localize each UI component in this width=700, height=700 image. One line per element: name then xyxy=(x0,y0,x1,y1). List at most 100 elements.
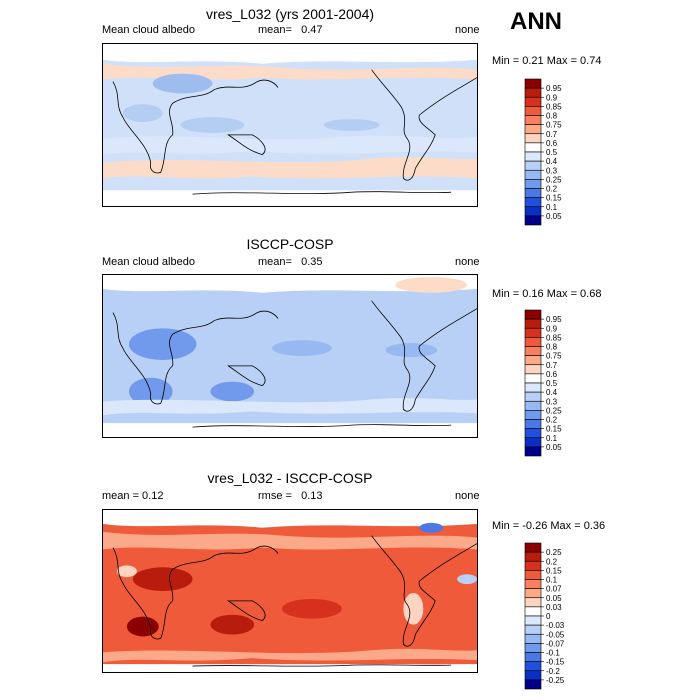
colorbar-label: 0.9 xyxy=(546,93,558,102)
colorbar-label: 0.25 xyxy=(546,548,562,557)
panel3-rmse-text: rmse = xyxy=(258,490,292,502)
panel3-map xyxy=(102,509,478,673)
colorbar-label: 0.25 xyxy=(546,406,562,415)
colorbar-label: 0.25 xyxy=(546,175,562,184)
colorbar-segment xyxy=(524,624,542,635)
colorbar-segment xyxy=(524,215,542,226)
colorbar-segment xyxy=(524,633,542,644)
colorbar-segment xyxy=(524,679,542,690)
colorbar-segment xyxy=(524,346,542,356)
panel3-colorbar-svg: 0.250.20.150.10.070.050.030-0.03-0.05-0.… xyxy=(524,542,565,690)
colorbar-segment xyxy=(524,437,542,448)
colorbar-label: 0.8 xyxy=(546,112,558,121)
colorbar-label: 0.3 xyxy=(546,166,558,175)
colorbar-segment xyxy=(524,661,542,672)
colorbar-label: 0.7 xyxy=(546,130,558,139)
colorbar-segment xyxy=(524,410,542,420)
colorbar-label: 0.6 xyxy=(546,370,558,379)
colorbar-label: 0.2 xyxy=(546,557,558,566)
panel2-colorbar: 0.95 0.9 0.85 0.8 0.75 0.7 0.6 0.5 0.4 0.3 0.25 0.2… xyxy=(524,309,595,460)
colorbar-label: 0.2 xyxy=(546,185,558,194)
colorbar-segment xyxy=(524,124,542,135)
panel2-range: Min = 0.16 Max = 0.68 xyxy=(492,288,602,300)
colorbar-label: 0.05 xyxy=(546,212,562,221)
colorbar-label: 0.05 xyxy=(546,443,562,452)
colorbar-segment xyxy=(524,309,542,320)
colorbar-segment xyxy=(524,542,542,553)
colorbar-segment xyxy=(524,337,542,347)
panel3-units: none xyxy=(455,490,480,502)
colorbar-segment xyxy=(524,318,542,329)
panel2-mean-label: mean= 0.35 xyxy=(258,256,323,268)
colorbar-label: 0.03 xyxy=(546,603,562,612)
colorbar-label: 0 xyxy=(546,612,551,621)
panel2-units: none xyxy=(455,256,480,268)
colorbar-segment xyxy=(524,400,542,411)
colorbar-label: 0.15 xyxy=(546,425,562,434)
colorbar-label: 0.75 xyxy=(546,352,562,361)
colorbar-segment xyxy=(524,96,542,107)
panel1-units: none xyxy=(455,24,480,36)
colorbar-label: 0.2 xyxy=(546,416,558,425)
colorbar-segment xyxy=(524,419,542,429)
colorbar-segment xyxy=(524,391,542,402)
panel1-mean-text: mean= xyxy=(258,24,292,36)
colorbar-segment xyxy=(524,428,542,439)
panel1-map xyxy=(102,43,478,207)
colorbar-segment xyxy=(524,151,542,162)
colorbar-segment xyxy=(524,188,542,198)
panel2-map xyxy=(102,274,478,438)
colorbar-label: -0.03 xyxy=(546,621,565,630)
colorbar-label: -0.05 xyxy=(546,630,565,639)
colorbar-label: 0.7 xyxy=(546,361,558,370)
colorbar-segment xyxy=(524,615,542,626)
colorbar-label: 0.9 xyxy=(546,324,558,333)
colorbar-segment xyxy=(524,446,542,457)
colorbar-label: 0.15 xyxy=(546,194,562,203)
colorbar-segment xyxy=(524,560,542,571)
panel1-mean-value: 0.47 xyxy=(301,24,323,36)
colorbar-segment xyxy=(524,197,542,208)
colorbar-segment xyxy=(524,652,542,662)
panel1-range: Min = 0.21 Max = 0.74 xyxy=(492,55,602,67)
colorbar-label: 0.5 xyxy=(546,148,558,157)
colorbar-label: 0.5 xyxy=(546,379,558,388)
colorbar-segment xyxy=(524,142,542,153)
colorbar-segment xyxy=(524,606,542,617)
colorbar-label: 0.1 xyxy=(546,434,558,443)
colorbar-label: 0.95 xyxy=(546,84,562,93)
colorbar-label: -0.25 xyxy=(546,676,565,685)
colorbar-segment xyxy=(524,597,542,608)
panel2-mean-value: 0.35 xyxy=(301,256,323,268)
colorbar-segment xyxy=(524,133,542,144)
colorbar-segment xyxy=(524,106,542,116)
colorbar-segment xyxy=(524,643,542,653)
panel1-mean-label: mean= 0.47 xyxy=(258,24,323,36)
colorbar-label: -0.07 xyxy=(546,639,565,648)
colorbar-label: 0.1 xyxy=(546,203,558,212)
colorbar-segment xyxy=(524,206,542,217)
colorbar-segment xyxy=(524,670,542,681)
colorbar-segment xyxy=(524,78,542,89)
colorbar-segment xyxy=(524,382,542,393)
colorbar-segment xyxy=(524,373,542,384)
panel1-title: vres_L032 (yrs 2001-2004) xyxy=(205,6,375,22)
colorbar-label: 0.75 xyxy=(546,121,562,130)
colorbar-label: 0.95 xyxy=(546,315,562,324)
panel2-mean-text: mean= xyxy=(258,256,292,268)
colorbar-segment xyxy=(524,327,542,338)
panel1-left-label: Mean cloud albedo xyxy=(102,24,195,36)
colorbar-label: 0.4 xyxy=(546,157,558,166)
colorbar-label: 0.1 xyxy=(546,576,558,585)
colorbar-label: 0.4 xyxy=(546,388,558,397)
colorbar-segment xyxy=(524,579,542,589)
colorbar-label: 0.15 xyxy=(546,566,562,575)
colorbar-segment xyxy=(524,160,542,171)
colorbar-segment xyxy=(524,169,542,180)
panel1-field xyxy=(103,44,477,206)
panel3-rmse-label: rmse = 0.13 xyxy=(258,490,323,502)
colorbar-label: 0.07 xyxy=(546,585,562,594)
colorbar-label: 0.3 xyxy=(546,397,558,406)
colorbar-label: 0.85 xyxy=(546,333,562,342)
colorbar-label: -0.15 xyxy=(546,658,565,667)
